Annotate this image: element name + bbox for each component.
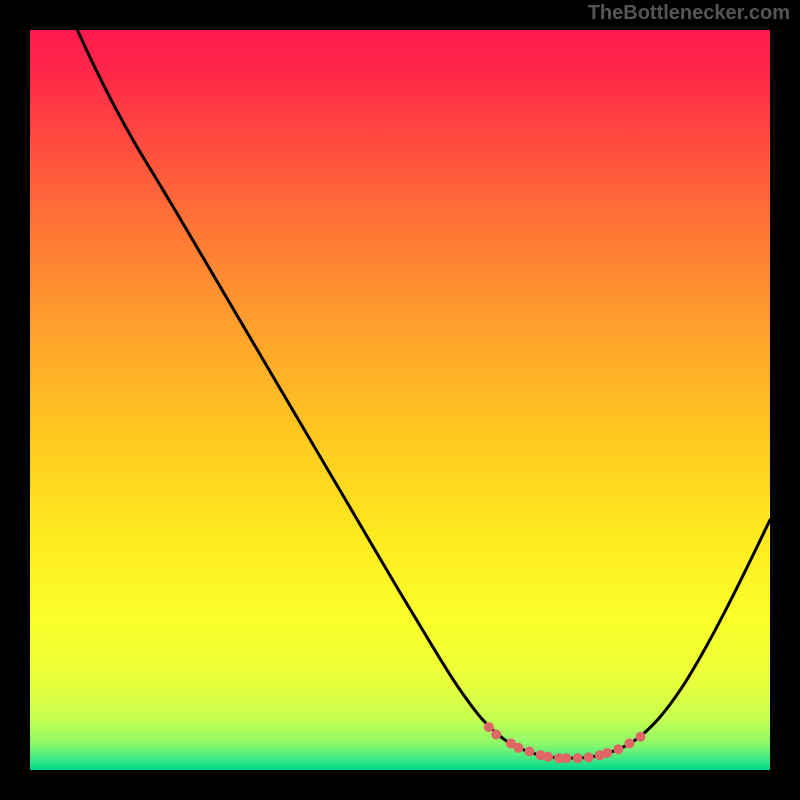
optimal-marker: [513, 743, 523, 753]
chart-svg: [30, 30, 770, 770]
watermark-text: TheBottlenecker.com: [588, 2, 790, 25]
gradient-background: [30, 30, 770, 770]
optimal-marker: [613, 744, 623, 754]
optimal-marker: [491, 729, 501, 739]
optimal-marker: [562, 753, 572, 763]
optimal-marker: [602, 748, 612, 758]
optimal-marker: [624, 738, 634, 748]
optimal-marker: [573, 753, 583, 763]
optimal-marker: [543, 752, 553, 762]
chart-container: TheBottlenecker.com: [0, 0, 800, 800]
plot-area: [30, 30, 770, 770]
optimal-marker: [525, 747, 535, 757]
optimal-marker: [484, 722, 494, 732]
optimal-marker: [636, 732, 646, 742]
optimal-marker: [584, 752, 594, 762]
